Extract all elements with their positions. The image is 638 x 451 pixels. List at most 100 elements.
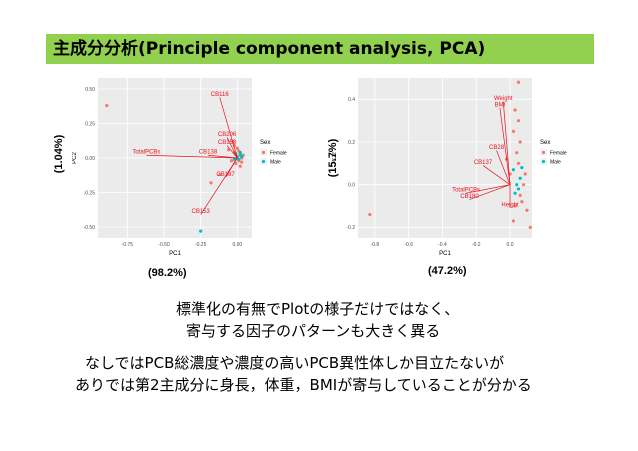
data-point-male <box>520 166 524 170</box>
loading-label: TotalPCBs <box>132 150 160 156</box>
legend-marker-male <box>261 159 266 164</box>
data-point-male <box>511 168 516 172</box>
data-point-female <box>523 172 527 176</box>
y-axis-title: PC2 <box>332 152 338 164</box>
loading-label: CB28 <box>489 145 505 151</box>
loading-label: CB206 <box>218 132 237 138</box>
y-tick-label: 0.4 <box>348 97 355 103</box>
x-tick-label: 0.0 <box>507 242 514 248</box>
right-variance-x-label: (47.2%) <box>428 265 467 277</box>
data-point-female <box>238 164 242 168</box>
loading-arrow <box>499 107 511 185</box>
y-tick-label: -0.2 <box>346 225 355 231</box>
data-point-female <box>518 140 522 144</box>
pca-plot-left: -0.75 -0.50 -0.25 0.00 0.50 0.25 0.00 -0.25 -0.5… <box>72 72 302 257</box>
loading-arrow <box>496 150 511 185</box>
loading-arrow <box>200 157 238 215</box>
legend-marker-male <box>541 159 546 164</box>
y-tick-label: 0.00 <box>85 156 95 162</box>
note-line-2: 寄与する因子のパターンも大きく異る <box>186 322 441 340</box>
data-point-female <box>240 160 244 164</box>
x-tick-label: -0.4 <box>438 242 447 248</box>
data-point-female <box>235 146 239 150</box>
x-tick-label: -0.75 <box>122 242 134 248</box>
data-point-female <box>521 183 526 187</box>
x-tick-label: -0.6 <box>404 242 413 248</box>
data-point-female <box>234 161 238 166</box>
loading-label: CB137 <box>474 160 493 166</box>
data-point-female <box>511 129 516 133</box>
y-tick-label: 0.0 <box>348 182 355 188</box>
loading-label: Height <box>501 203 519 209</box>
data-point-female <box>105 103 109 108</box>
loading-arrow <box>226 137 238 159</box>
x-tick-label: -0.25 <box>195 242 207 248</box>
data-point-female <box>368 212 372 217</box>
data-point-female <box>511 219 516 223</box>
loading-arrow <box>466 184 511 194</box>
data-point-male <box>237 157 241 161</box>
loading-arrow <box>469 184 511 200</box>
y-tick-label: 0.2 <box>348 140 355 146</box>
plot-panel <box>358 78 532 238</box>
data-point-female <box>516 161 521 165</box>
loading-arrow <box>146 154 238 159</box>
data-point-male <box>232 157 236 161</box>
loading-label: Weight <box>494 96 513 102</box>
x-tick-label: -0.2 <box>472 242 481 248</box>
legend-marker-female <box>261 150 266 155</box>
data-point-male <box>513 191 517 195</box>
note-line-4: ありでは第2主成分に身長，体重，BMIが寄与していることが分かる <box>75 376 532 394</box>
legend-entry-male: Male <box>270 160 281 166</box>
loading-arrow <box>502 101 511 185</box>
loading-label: TotalPCBs <box>452 188 480 194</box>
legend-marker-female <box>541 150 546 155</box>
data-point-male <box>238 150 242 155</box>
legend-title: Sex <box>260 140 270 146</box>
data-point-female <box>516 80 521 84</box>
loading-label: CB153 <box>218 140 237 146</box>
data-point-female <box>209 181 213 185</box>
loading-label: CB153 <box>191 209 210 215</box>
data-point-female <box>528 225 532 229</box>
y-tick-label: -0.50 <box>84 225 96 231</box>
data-point-male <box>240 155 244 159</box>
right-variance-y-label: (15.7%) <box>327 138 339 178</box>
data-point-female <box>516 119 521 123</box>
y-tick-label: 0.50 <box>85 87 95 93</box>
note-line-1: 標準化の有無でPlotの様子だけではなく、 <box>176 300 460 318</box>
data-point-male <box>516 187 521 191</box>
loading-arrow <box>482 165 511 185</box>
data-point-male <box>518 176 522 180</box>
pca-plot-right: -0.8 -0.6 -0.4 -0.2 0.0 0.4 0.2 0.0 -0.2 PC1 PC2 We… <box>332 72 577 257</box>
data-point-female <box>518 193 522 197</box>
data-point-female <box>226 148 231 152</box>
loading-label: BMI <box>495 102 506 108</box>
x-tick-label: 0.00 <box>232 242 242 248</box>
data-point-male <box>199 229 203 233</box>
y-tick-label: 0.25 <box>85 121 95 127</box>
data-point-female <box>229 159 234 163</box>
data-point-female <box>513 108 517 112</box>
slide-title: 主成分分析(Principle component analysis, PCA) <box>53 39 486 59</box>
legend-title: Sex <box>540 140 550 146</box>
loading-label: CB180 <box>460 194 479 200</box>
loading-label: CB187 <box>216 172 235 178</box>
loading-arrow <box>207 154 238 159</box>
pca-chart-left-svg: -0.75 -0.50 -0.25 0.00 0.50 0.25 0.00 -0.25 -0.5… <box>72 78 287 257</box>
legend-entry-female: Female <box>550 151 567 157</box>
data-point-female <box>218 172 222 177</box>
loading-label: CB138 <box>199 150 218 156</box>
pca-chart-right-svg: -0.8 -0.6 -0.4 -0.2 0.0 0.4 0.2 0.0 -0.2 PC1 PC2 We… <box>332 78 567 257</box>
data-point-female <box>525 208 529 212</box>
legend-entry-female: Female <box>270 151 287 157</box>
x-tick-label: -0.50 <box>158 242 170 248</box>
data-point-female <box>520 200 524 204</box>
x-tick-label: -0.8 <box>371 242 380 248</box>
y-axis-title: PC2 <box>72 152 78 164</box>
y-tick-label: -0.25 <box>84 190 96 196</box>
data-point-female <box>513 204 517 208</box>
x-axis-title: PC1 <box>439 251 451 257</box>
loading-arrow <box>226 145 238 159</box>
left-variance-y-label: (1.04%) <box>53 134 65 174</box>
